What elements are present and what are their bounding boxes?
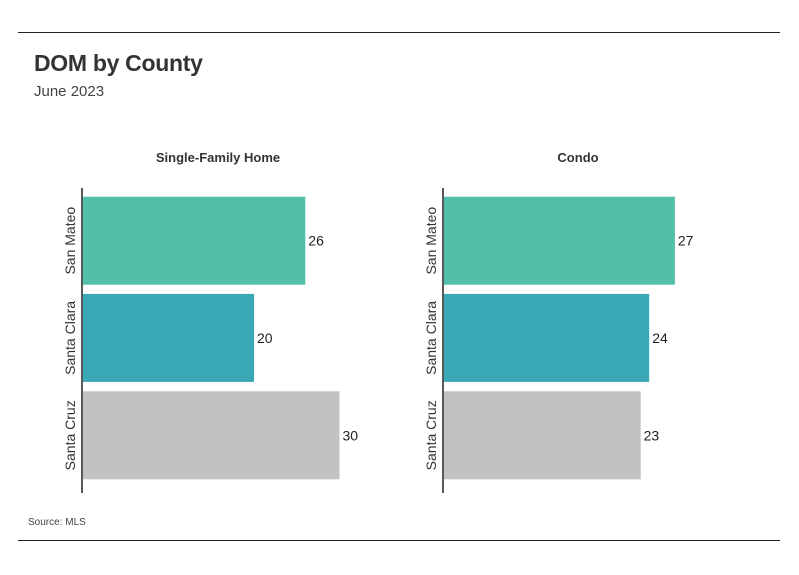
category-label: Santa Cruz — [62, 400, 78, 470]
source-note: Source: MLS — [28, 517, 86, 528]
bottom-rule — [18, 540, 780, 541]
chart-panel-1: Single-Family Home 26 San Mateo 20 Santa Cla… — [62, 150, 358, 493]
category-label: Santa Clara — [423, 301, 439, 375]
data-label: 20 — [257, 330, 273, 346]
bar-san-mateo — [444, 196, 675, 285]
bar-santa-cruz — [444, 391, 641, 480]
data-label: 24 — [652, 330, 668, 346]
chart-title: DOM by County — [34, 50, 203, 76]
bar-santa-clara — [83, 293, 254, 382]
bar-san-mateo — [83, 196, 306, 285]
panel-title: Single-Family Home — [156, 150, 280, 165]
category-label: San Mateo — [62, 207, 78, 275]
bar-santa-cruz — [83, 391, 340, 480]
data-label: 26 — [308, 233, 324, 249]
data-label: 27 — [678, 233, 694, 249]
category-label: San Mateo — [423, 207, 439, 275]
panel-title: Condo — [557, 150, 598, 165]
category-label: Santa Cruz — [423, 400, 439, 470]
data-label: 30 — [343, 427, 359, 443]
category-label: Santa Clara — [62, 301, 78, 375]
top-rule — [18, 32, 780, 33]
data-label: 23 — [644, 427, 660, 443]
bar-santa-clara — [444, 293, 650, 382]
chart-subtitle: June 2023 — [34, 83, 105, 100]
chart-panel-2: Condo 27 San Mateo 24 Santa Clara 23 Santa Cru… — [423, 150, 694, 493]
